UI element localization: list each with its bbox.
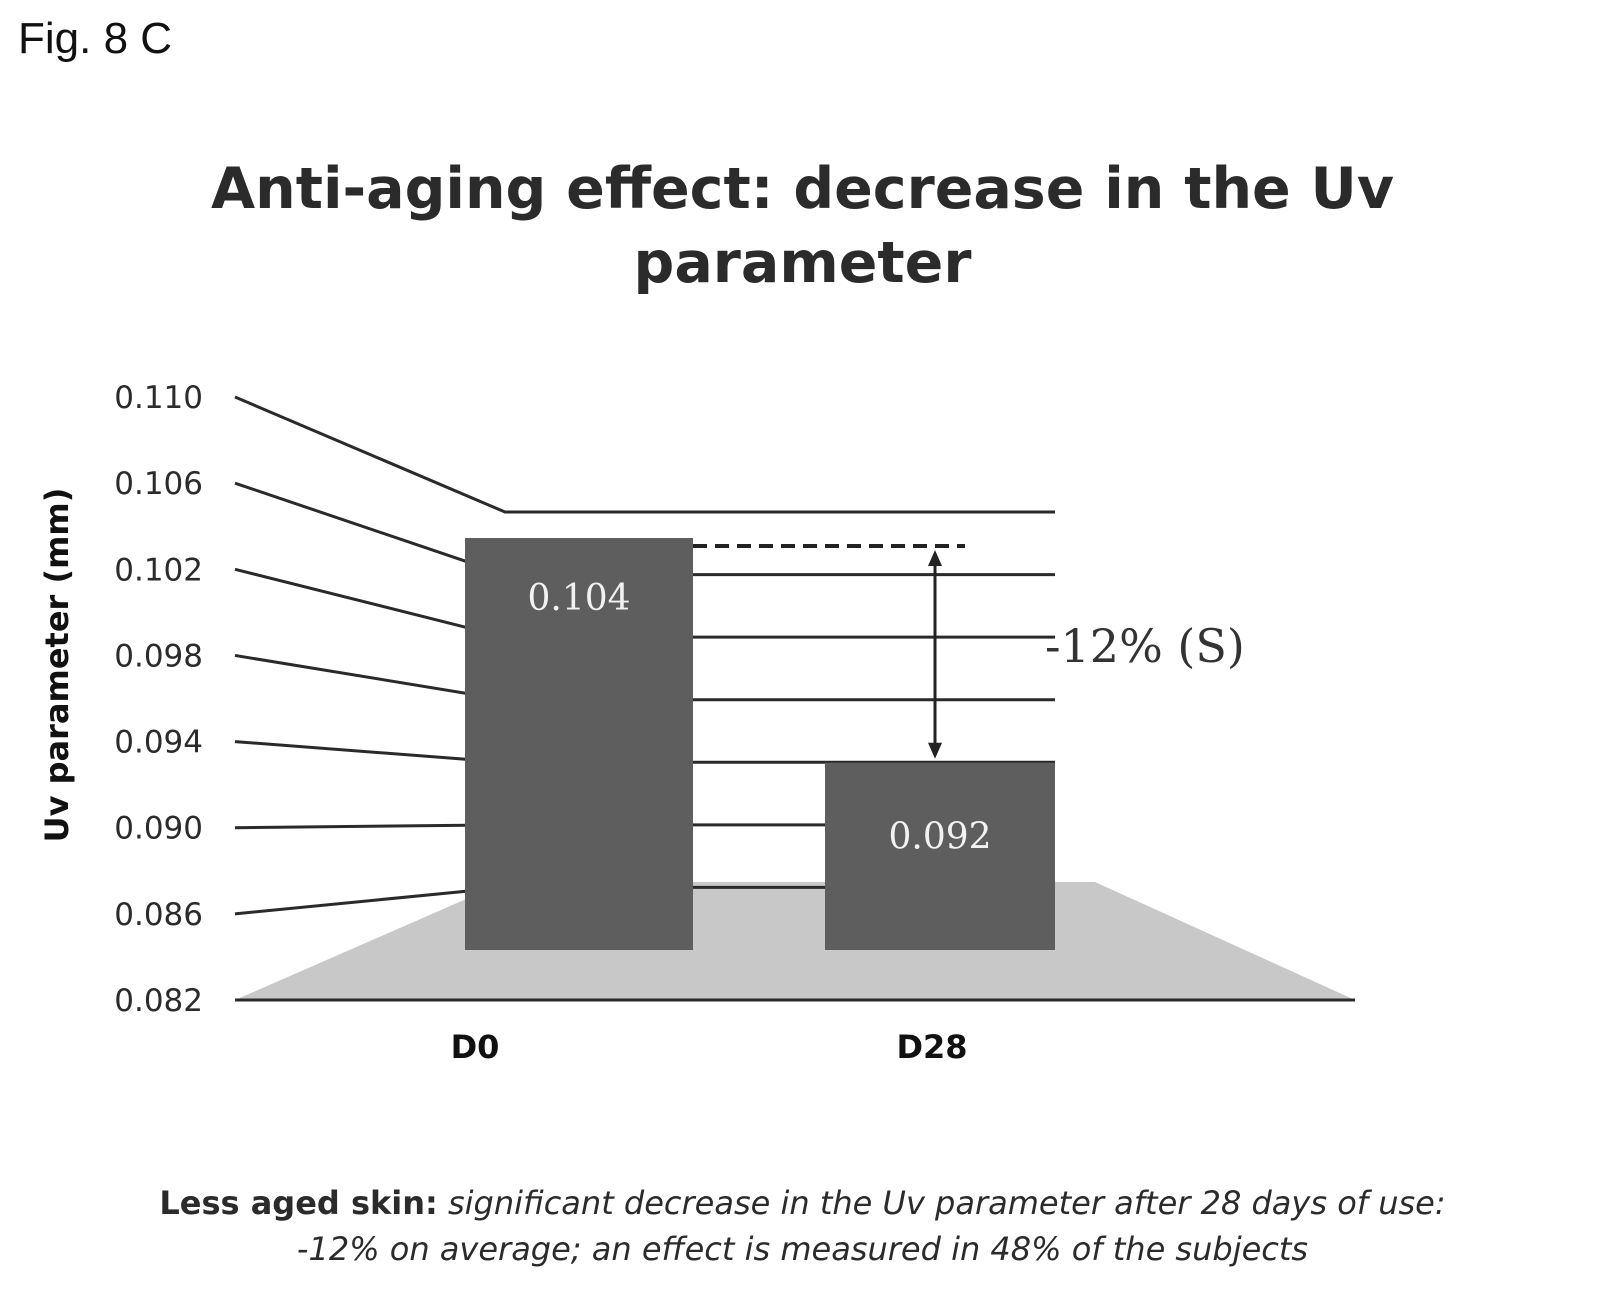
x-tick-label: D28: [896, 1028, 967, 1066]
y-tick-label: 0.094: [114, 725, 203, 761]
chart-floor: [235, 882, 1355, 1000]
y-tick-label: 0.082: [114, 983, 203, 1019]
chart-title: Anti-aging effect: decrease in the Uv pa…: [0, 152, 1605, 300]
chart-title-line-1: Anti-aging effect: decrease in the Uv: [211, 156, 1394, 222]
gridline: [234, 395, 1055, 514]
y-axis-label: Uv parameter (mm): [38, 488, 76, 843]
y-tick-label: 0.086: [114, 897, 203, 933]
caption-line-1: Less aged skin: significant decrease in …: [0, 1180, 1605, 1226]
caption-line-1-rest: significant decrease in the Uv parameter…: [437, 1184, 1446, 1222]
y-tick-label: 0.110: [114, 380, 203, 416]
chart-title-line-2: parameter: [633, 230, 972, 296]
caption-lead: Less aged skin:: [159, 1184, 438, 1222]
caption-line-2: -12% on average; an effect is measured i…: [296, 1230, 1309, 1268]
figure-label: Fig. 8 C: [18, 14, 173, 63]
arrow-head-up: [928, 550, 942, 566]
y-tick-label: 0.098: [114, 638, 203, 674]
data-label: 0.092: [888, 817, 991, 858]
bar-d0: [465, 538, 693, 950]
data-label: 0.104: [527, 578, 630, 619]
difference-annotation: -12% (S): [1045, 619, 1245, 673]
y-tick-label: 0.090: [114, 811, 203, 847]
y-tick-label: 0.106: [114, 466, 203, 502]
bar-d28: [825, 762, 1055, 950]
x-tick-label: D0: [451, 1028, 500, 1066]
caption: Less aged skin: significant decrease in …: [0, 1180, 1605, 1272]
arrow-head-down: [928, 742, 942, 759]
y-tick-label: 0.102: [114, 552, 203, 588]
